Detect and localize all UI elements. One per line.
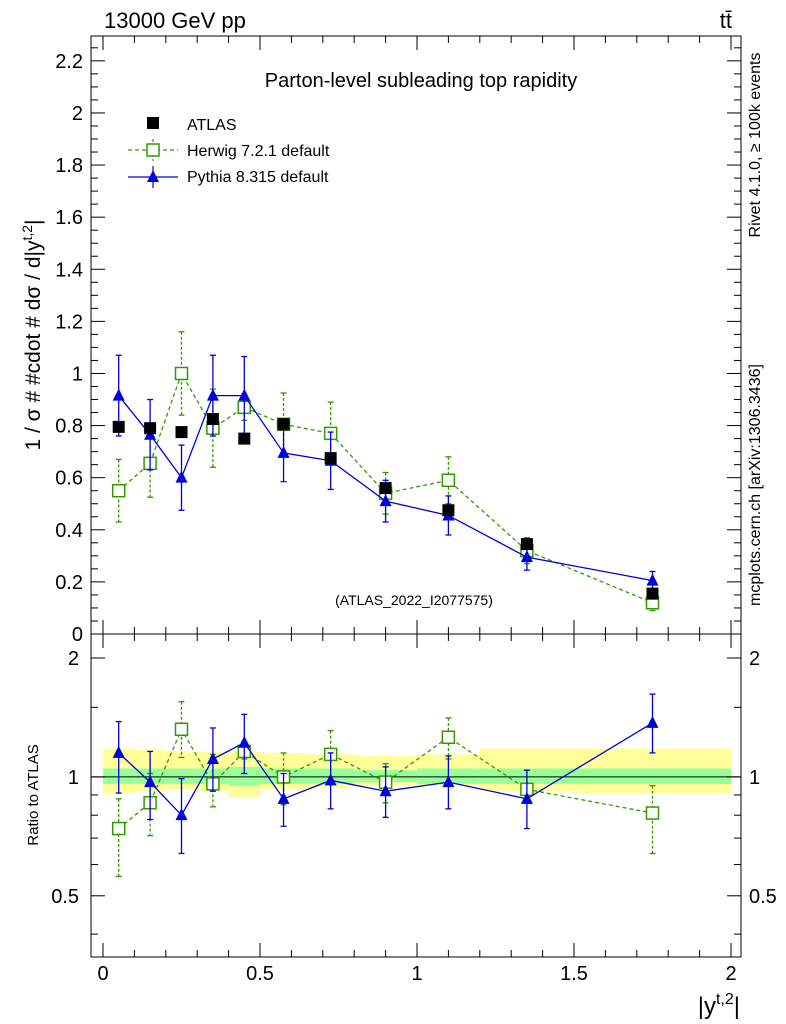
main-pythia-point [379, 494, 392, 507]
main-pythia-point [206, 388, 219, 401]
main-atlas-point [442, 504, 455, 517]
main-y-tick-label: 0 [72, 624, 83, 646]
ratio-y-axis-label: Ratio to ATLAS [25, 744, 42, 845]
main-y-tick-label: 1.4 [55, 259, 83, 281]
x-axis-label-close: | [734, 993, 740, 1020]
ratio-herwig-point [174, 722, 189, 737]
main-atlas-point [277, 418, 290, 431]
main-pythia-point [238, 388, 251, 401]
x-tick-label: 1.5 [560, 963, 588, 985]
ratio-pythia-point [206, 751, 219, 764]
legend-pythia-marker [147, 170, 159, 182]
main-pythia-point [646, 573, 659, 586]
main-pythia-point [175, 470, 188, 483]
legend-herwig-label: Herwig 7.2.1 default [187, 143, 330, 160]
legend-atlas-label: ATLAS [187, 117, 237, 134]
main-atlas-point [144, 422, 157, 435]
main-pythia-point [112, 388, 125, 401]
stat-uncertainty-band [574, 768, 731, 784]
main-y-tick-label: 0.2 [55, 572, 83, 594]
ratio-pythia-point [175, 808, 188, 821]
ratio-series [111, 693, 660, 878]
ratio-pythia-point [238, 735, 251, 748]
main-pythia-point [277, 445, 290, 458]
main-herwig-point [111, 483, 126, 498]
main-atlas-point [646, 587, 659, 600]
ratio-y-tick-label-right: 0.5 [749, 886, 777, 908]
main-panel: 0 0.2 0.4 0.6 0.8 1 1.2 1.4 1.6 1.8 2 2.2 Parton-le… [19, 35, 742, 646]
main-atlas-point [112, 420, 125, 433]
main-atlas-point [238, 432, 251, 445]
main-y-axis-label-sup: t,2 [19, 225, 35, 241]
ratio-herwig-point [111, 821, 126, 836]
main-atlas-point [520, 538, 533, 551]
main-atlas-point [324, 452, 337, 465]
main-atlas-point [175, 426, 188, 439]
main-y-tick-label: 0.4 [55, 520, 83, 542]
ratio-y-tick-label: 1 [68, 767, 79, 789]
ratio-y-tick-label-right: 1 [749, 767, 760, 789]
ratio-pythia-point [144, 775, 157, 788]
main-y-axis-label-main: 1 / σ # #cdot # dσ / d|y [22, 240, 45, 450]
ratio-panel-frame [90, 633, 742, 958]
main-y-tick-label: 0.8 [55, 416, 83, 438]
ratio-pythia-point [112, 745, 125, 758]
x-axis-label-sup: t,2 [716, 991, 734, 1008]
legend-herwig-marker [146, 143, 160, 157]
main-atlas-point [379, 482, 392, 495]
legend-pythia-label: Pythia 8.315 default [187, 169, 329, 186]
main-herwig-point [174, 366, 189, 381]
main-y-tick-label: 1.6 [55, 207, 83, 229]
main-y-tick-label: 1.2 [55, 311, 83, 333]
main-y-tick-label: 1.8 [55, 155, 83, 177]
ratio-herwig-point [441, 730, 456, 744]
legend-atlas-marker [147, 117, 159, 129]
main-y-tick-label: 0.6 [55, 468, 83, 490]
stat-uncertainty-band [165, 768, 198, 784]
ratio-y-tick-label: 0.5 [51, 886, 79, 908]
x-axis-label: |yt,2| [698, 991, 740, 1020]
main-x-axis [102, 36, 732, 634]
main-herwig-point [441, 473, 456, 488]
ratio-y-tick-label: 2 [68, 648, 79, 670]
ratio-y-tick-label-right: 2 [749, 648, 760, 670]
main-y-tick-label: 2.2 [55, 51, 83, 73]
x-tick-label: 1 [411, 963, 422, 985]
x-axis-label-main: |y [698, 993, 716, 1020]
rivet-version-label: Rivet 4.1.0, ≥ 100k events [747, 53, 764, 238]
main-y-axis-label-close: | [22, 219, 45, 224]
main-pythia-point [520, 550, 533, 563]
stat-uncertainty-band [228, 766, 260, 786]
ratio-pythia-point [520, 791, 533, 804]
ratio-panel: 0.5 0.5 1 1 2 2 0 0.5 1 1.5 2 Ratio to ATLAS |yt,… [25, 633, 777, 1020]
ratio-pythia-point [379, 784, 392, 797]
energy-label: 13000 GeV pp [104, 8, 246, 33]
x-tick-label: 0 [97, 963, 108, 985]
ratio-uncertainty-bands [103, 748, 731, 797]
main-y-tick-label: 2 [72, 103, 83, 125]
chart-title: Parton-level subleading top rapidity [265, 70, 577, 92]
ratio-y-axis: 0.5 0.5 1 1 2 2 [51, 648, 777, 935]
analysis-watermark: (ATLAS_2022_I2077575) [335, 592, 493, 608]
main-y-axis-label: 1 / σ # #cdot # dσ / d|yt,2| [19, 219, 45, 450]
x-tick-label: 2 [725, 963, 736, 985]
ratio-pythia-point [277, 791, 290, 804]
ratio-pythia-point [442, 775, 455, 788]
x-tick-label: 0.5 [246, 963, 274, 985]
ratio-herwig-point [645, 806, 660, 820]
ratio-pythia-point [324, 773, 337, 786]
mcplots-label: mcplots.cern.ch [arXiv:1306.3436] [747, 364, 764, 606]
legend: ATLAS Herwig 7.2.1 default Pythia 8.315 … [128, 117, 330, 188]
main-y-axis: 0 0.2 0.4 0.6 0.8 1 1.2 1.4 1.6 1.8 2 2.2 [55, 47, 741, 646]
ratio-x-axis: 0 0.5 1 1.5 2 [97, 634, 737, 985]
main-atlas-point [206, 413, 219, 426]
main-y-tick-label: 1 [72, 363, 83, 385]
main-series [111, 331, 660, 612]
process-label: tt̄ [720, 8, 732, 33]
ratio-pythia-point [646, 715, 659, 728]
